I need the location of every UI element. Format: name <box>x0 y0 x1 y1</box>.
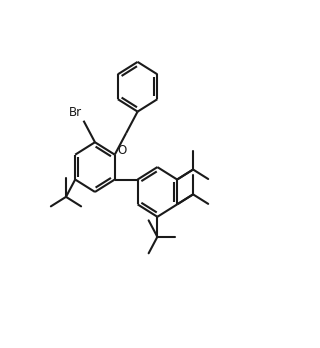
Text: Br: Br <box>69 106 82 119</box>
Text: O: O <box>117 144 127 157</box>
